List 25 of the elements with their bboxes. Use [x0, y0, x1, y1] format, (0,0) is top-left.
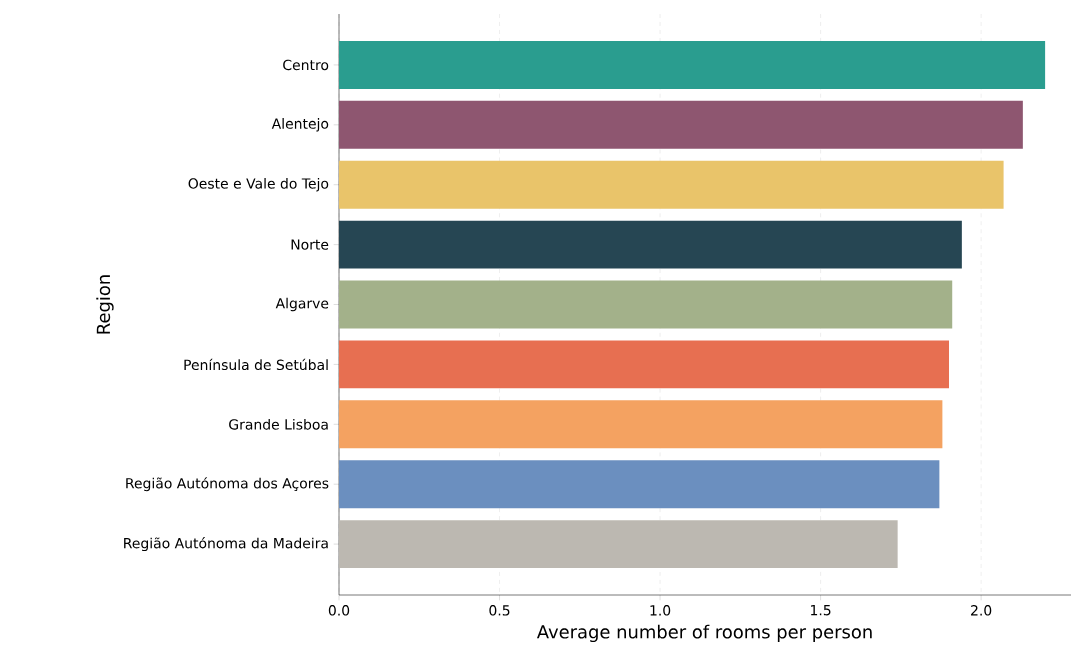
bar	[339, 340, 950, 389]
bar	[339, 220, 962, 269]
bar	[339, 280, 953, 329]
x-axis-title: Average number of rooms per person	[536, 624, 872, 643]
y-tick-label: Grande Lisboa	[229, 418, 328, 430]
y-tick-label: Alentejo	[271, 118, 329, 132]
bar	[339, 160, 1004, 209]
bar	[339, 400, 943, 449]
y-tick-label: Norte	[291, 239, 329, 250]
y-tick-label: Algarve	[275, 297, 329, 312]
x-tick-label: 2.0	[971, 605, 992, 616]
bar	[339, 40, 1046, 89]
y-tick-label: Oeste e Vale do Tejo	[188, 177, 329, 192]
bar	[339, 460, 940, 509]
y-tick-label: Centro	[283, 59, 329, 71]
x-tick-label: 1.0	[650, 605, 671, 616]
y-tick-label: Região Autónoma dos Açores	[126, 477, 329, 492]
x-tick-label: 1.5	[811, 605, 831, 616]
y-axis-title: Region	[96, 275, 114, 334]
y-tick-label: Península de Setúbal	[184, 358, 328, 371]
bar	[339, 520, 898, 569]
x-tick-label: 0.5	[489, 605, 510, 616]
x-tick-label: 0.0	[328, 605, 350, 616]
bar	[339, 100, 1023, 149]
y-tick-label: Região Autónoma da Madeira	[124, 537, 328, 552]
